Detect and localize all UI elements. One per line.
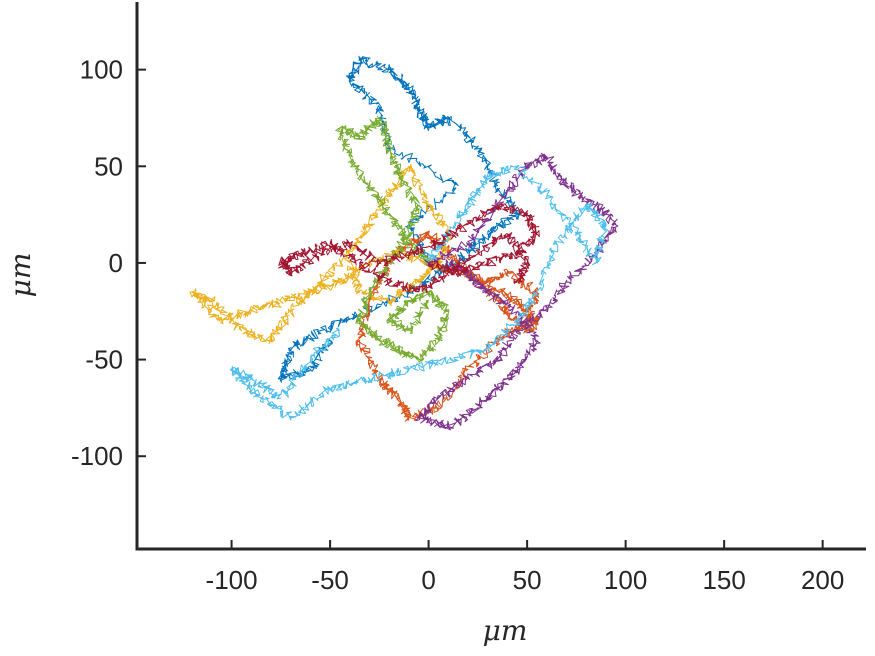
x-axis-label: μm [483,614,528,647]
y-tick-label: -100 [71,441,123,471]
y-axis-label: μm [4,253,37,298]
x-tick-label: 0 [421,565,435,595]
trajectory-group [189,55,619,431]
x-tick-label: -100 [206,565,258,595]
x-tick-label: 150 [702,565,745,595]
x-tick-label: 50 [513,565,542,595]
y-tick-label: 100 [80,55,123,85]
x-tick-label: 100 [604,565,647,595]
x-tick-label: 200 [801,565,844,595]
y-tick-label: 0 [109,248,123,278]
y-ticks: -100 -50 0 50 100 [71,55,146,471]
axes-frame [135,2,866,551]
y-tick-label: -50 [85,345,123,375]
trajectory-7 [278,203,540,294]
trajectory-4 [415,152,619,431]
x-ticks: -100 -50 0 50 100 150 200 [206,540,844,595]
trajectory-1 [277,55,521,383]
trajectory-5 [335,115,450,363]
trajectory-6 [229,165,608,421]
x-tick-label: -50 [311,565,349,595]
y-tick-label: 50 [94,151,123,181]
